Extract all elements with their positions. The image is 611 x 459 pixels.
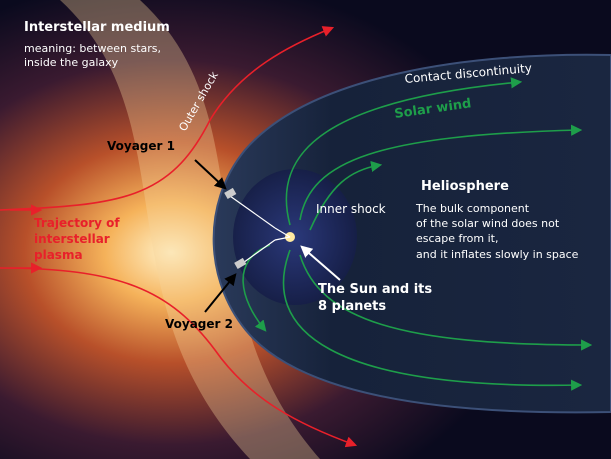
voyager-1-label: Voyager 1 — [107, 139, 175, 153]
sun-pointer — [300, 245, 341, 281]
trajectory-label: interstellar — [34, 232, 110, 246]
sun-label: 8 planets — [318, 299, 386, 314]
solar-wind-flows — [242, 77, 593, 391]
inner-shock-label: Inner shock — [316, 202, 386, 216]
note: inside the galaxy — [24, 56, 119, 69]
sun-label: The Sun and its — [318, 282, 432, 297]
note: meaning: between stars, — [24, 42, 161, 55]
voyager-1-probe — [224, 187, 237, 199]
heliosphere-shape — [212, 53, 611, 414]
plasma-trajectory — [0, 267, 358, 448]
note: and it inflates slowly in space — [416, 248, 579, 261]
voyager-2-probe — [234, 257, 247, 269]
plasma-trajectory — [0, 26, 335, 211]
note: escape from it, — [416, 232, 499, 245]
trajectory-label: Trajectory of — [34, 216, 120, 230]
voyager-1-pointer — [194, 159, 227, 190]
voyager-2-pointer — [204, 273, 237, 313]
heliosphere-label: Heliosphere — [421, 179, 509, 194]
trajectory-label: plasma — [34, 248, 83, 262]
outer-shock-glow — [60, 0, 320, 459]
voyager-paths — [229, 195, 291, 266]
note: The bulk component — [415, 202, 530, 215]
note: of the solar wind does not — [416, 217, 560, 230]
voyager-2-label: Voyager 2 — [165, 317, 233, 331]
title: Interstellar medium — [24, 20, 170, 35]
